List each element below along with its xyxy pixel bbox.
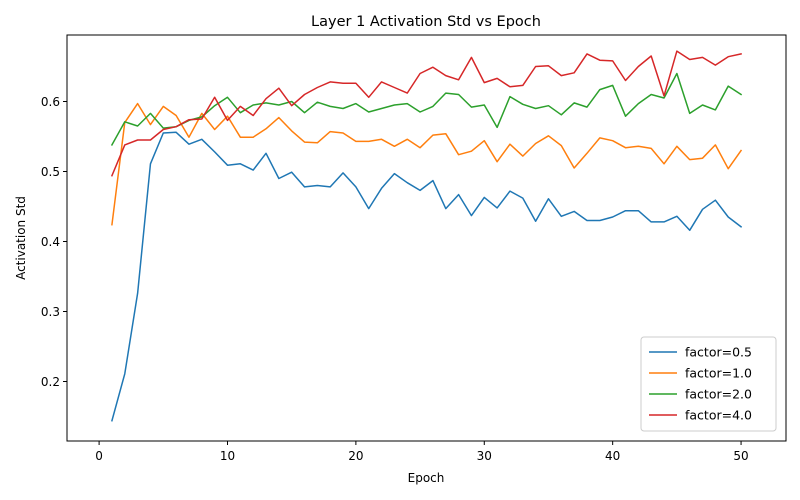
x-tick-label: 30 (477, 449, 492, 463)
x-tick-label: 40 (605, 449, 620, 463)
legend-label: factor=0.5 (685, 345, 752, 360)
x-tick-label: 20 (348, 449, 363, 463)
legend-label: factor=2.0 (685, 387, 752, 402)
series-line-factor-0.5 (111, 131, 743, 422)
series-layer (110, 50, 743, 422)
y-tick-label: 0.2 (41, 375, 60, 389)
series-line-factor-4.0 (110, 50, 742, 177)
legend-label: factor=4.0 (685, 408, 752, 423)
legend-label: factor=1.0 (685, 366, 752, 381)
y-axis: 0.2 0.3 0.4 0.5 0.6 (41, 95, 67, 389)
y-tick-label: 0.3 (41, 305, 60, 319)
x-axis-label: Epoch (408, 471, 445, 485)
y-tick-label: 0.4 (41, 235, 60, 249)
chart-title: Layer 1 Activation Std vs Epoch (311, 14, 541, 30)
y-tick-label: 0.5 (41, 165, 60, 179)
x-tick-label: 10 (220, 449, 235, 463)
x-tick-label: 0 (95, 449, 103, 463)
plot-area-frame (66, 34, 787, 442)
series-line-factor-2.0 (110, 72, 743, 146)
legend-box (640, 336, 777, 432)
series-line-factor-1.0 (111, 102, 743, 226)
x-axis: 0 10 20 30 40 50 (95, 441, 749, 463)
y-tick-label: 0.6 (41, 95, 60, 109)
x-tick-label: 50 (733, 449, 748, 463)
legend: factor=0.5 factor=1.0 factor=2.0 factor=4.0 (640, 336, 777, 432)
y-axis-label: Activation Std (14, 196, 28, 280)
